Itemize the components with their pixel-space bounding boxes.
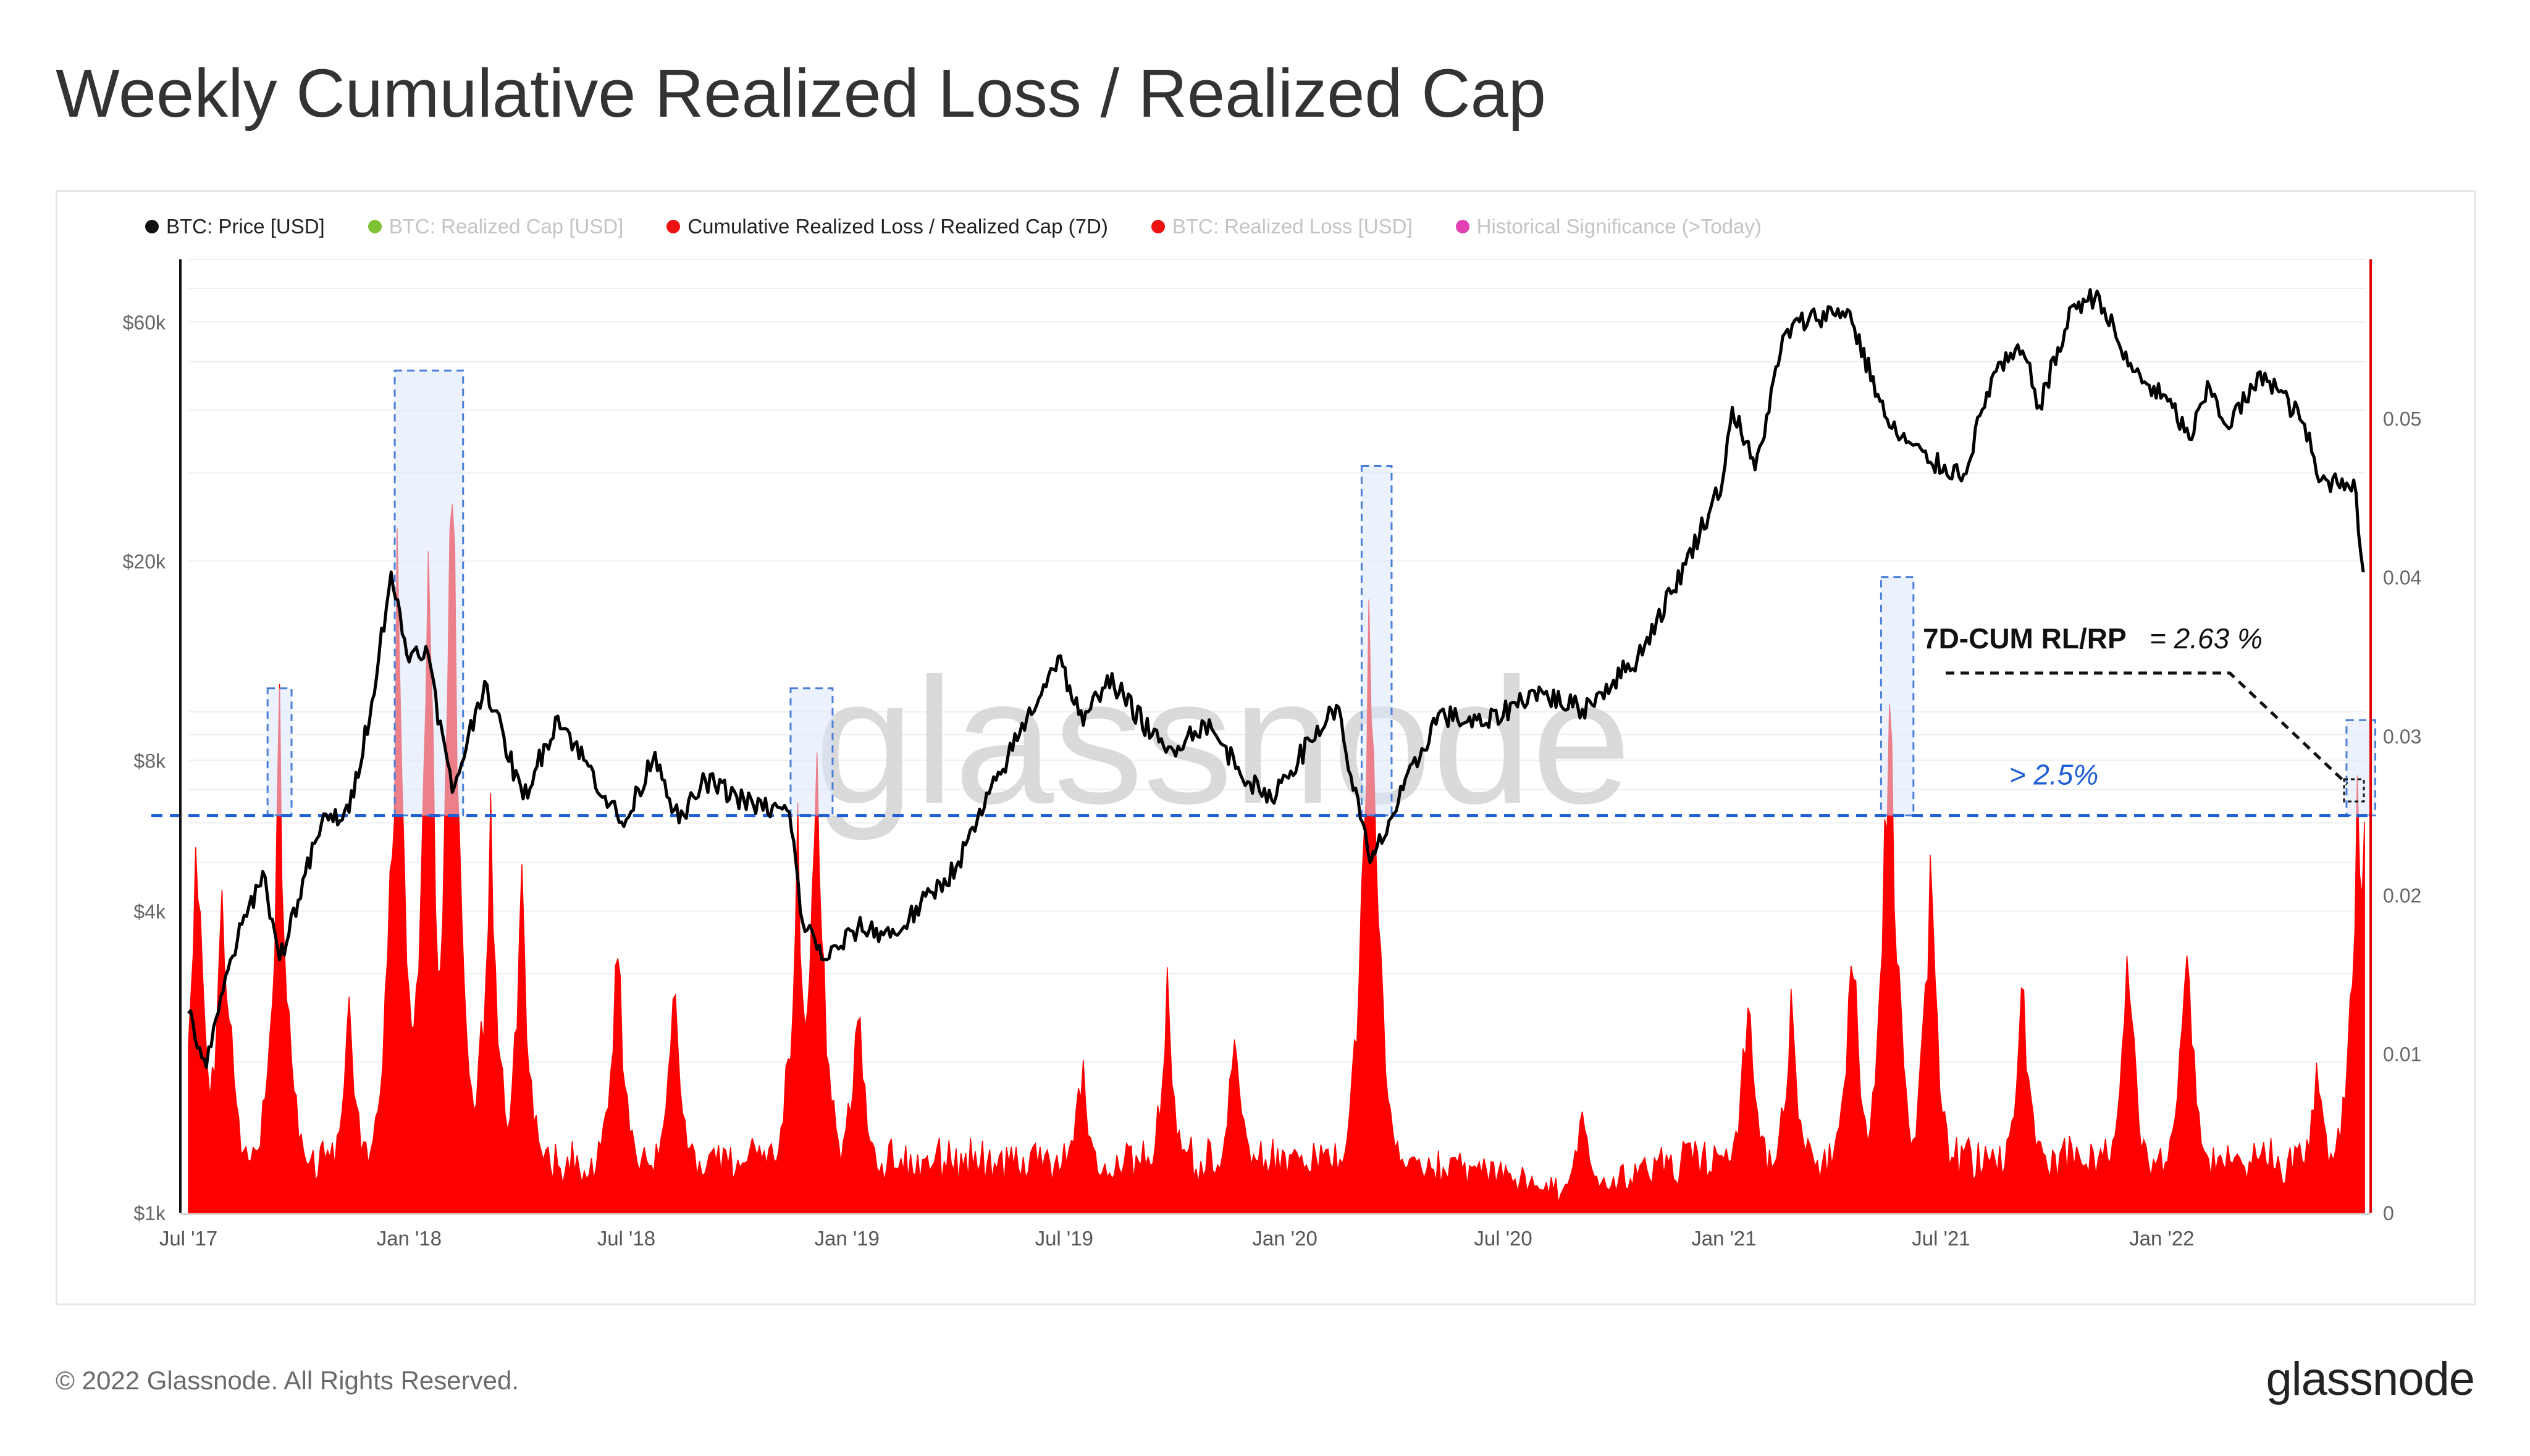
x-tick-label: Jul '19: [1035, 1227, 1093, 1250]
legend-dot-icon: [145, 220, 159, 233]
highlight-box: [1360, 465, 1393, 817]
highlight-box: [266, 687, 293, 817]
legend-dot-icon: [1455, 220, 1469, 233]
x-tick-label: Jan '19: [815, 1227, 880, 1250]
threshold: > 2.5%: [151, 759, 2369, 818]
y-tick-label-right: 0: [2383, 1202, 2394, 1224]
watermark: glassnode: [815, 641, 1631, 842]
threshold-label: > 2.5%: [2009, 759, 2099, 791]
highlight-box: [789, 687, 834, 817]
legend-label: Historical Significance (>Today): [1476, 215, 1762, 238]
annotation-leader: [1946, 671, 2348, 785]
legend-label: BTC: Price [USD]: [166, 215, 325, 238]
y-tick-label-left: $4k: [133, 901, 166, 923]
y-tick-label-right: 0.01: [2383, 1044, 2421, 1066]
chart-title: Weekly Cumulative Realized Loss / Realiz…: [56, 56, 1546, 132]
x-tick-label: Jul '18: [597, 1227, 655, 1250]
chart-legend: BTC: Price [USD] BTC: Realized Cap [USD] C…: [145, 211, 1762, 242]
y-tick-label-left: $20k: [123, 550, 166, 572]
axes: $1k $4k $8k $20k $60k 0 0.01 0.02 0.03 0.04 0.05 Ju…: [123, 259, 2421, 1250]
x-tick-label: Jan '21: [1691, 1227, 1756, 1250]
annotation-value: = 2.63 %: [2150, 622, 2263, 655]
y-tick-label-left: $8k: [133, 750, 166, 772]
legend-label: BTC: Realized Loss [USD]: [1172, 215, 1413, 238]
copyright-text: © 2022 Glassnode. All Rights Reserved.: [56, 1366, 519, 1395]
x-tick-label: Jan '18: [377, 1227, 442, 1250]
legend-item[interactable]: Historical Significance (>Today): [1455, 215, 1762, 238]
y-tick-label-right: 0.02: [2383, 884, 2421, 906]
chart-frame: [56, 190, 2476, 1305]
annotation-label: 7D-CUM RL/RP: [1923, 622, 2127, 655]
x-tick-label: Jul '20: [1474, 1227, 1532, 1250]
y-tick-label-left: $60k: [123, 311, 166, 333]
legend-item[interactable]: BTC: Realized Loss [USD]: [1151, 215, 1413, 238]
legend-dot-icon: [666, 220, 681, 233]
price-series: [187, 288, 2365, 1069]
y-tick-label-right: 0.03: [2383, 726, 2421, 748]
annotation: 7D-CUM RL/RP = 2.63 %: [1923, 622, 2365, 803]
x-tick-label: Jan '20: [1252, 1227, 1317, 1250]
legend-dot-icon: [368, 220, 382, 233]
highlight-box: [1880, 576, 1915, 817]
x-tick-label: Jul '17: [159, 1227, 217, 1250]
x-tick-label: Jan '22: [2129, 1227, 2194, 1250]
highlight-boxes: [266, 369, 2377, 817]
brand-logo: glassnode: [2266, 1353, 2475, 1405]
legend-item[interactable]: BTC: Price [USD]: [145, 215, 325, 238]
y-tick-label-right: 0.04: [2383, 567, 2421, 589]
legend-label: BTC: Realized Cap [USD]: [389, 215, 624, 238]
legend-item[interactable]: Cumulative Realized Loss / Realized Cap …: [666, 215, 1108, 238]
legend-item[interactable]: BTC: Realized Cap [USD]: [368, 215, 624, 238]
loss-series: [188, 504, 2365, 1213]
legend-label: Cumulative Realized Loss / Realized Cap …: [687, 215, 1108, 238]
loss-area: [188, 504, 2365, 1213]
price-line: [187, 288, 2365, 1069]
x-tick-label: Jul '21: [1912, 1227, 1970, 1250]
gridlines: [188, 259, 2366, 1213]
y-tick-label-left: $1k: [133, 1202, 166, 1224]
annotation-target: [2343, 778, 2365, 803]
highlight-box: [393, 369, 464, 817]
legend-dot-icon: [1151, 220, 1165, 233]
y-tick-label-right: 0.05: [2383, 408, 2421, 430]
